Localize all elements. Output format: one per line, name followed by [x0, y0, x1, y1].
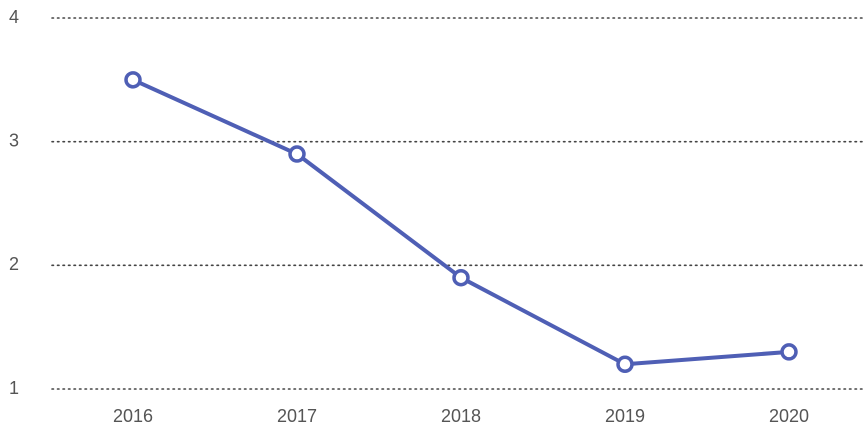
y-tick-label: 2 [9, 254, 19, 274]
x-tick-label: 2017 [277, 406, 317, 426]
line [132, 78, 790, 367]
point [616, 355, 634, 374]
point [124, 71, 142, 89]
x-tick-label: 2016 [113, 406, 153, 426]
x-tick-label: 2018 [441, 406, 481, 426]
y-tick-label: 3 [9, 130, 19, 150]
x-tick-label: 2020 [769, 406, 809, 426]
y-tick-label: 4 [9, 7, 19, 27]
x-tick-label: 2019 [605, 406, 645, 426]
point [452, 268, 470, 287]
y-tick-label: 1 [9, 378, 19, 398]
point [288, 145, 306, 163]
point [780, 343, 798, 361]
